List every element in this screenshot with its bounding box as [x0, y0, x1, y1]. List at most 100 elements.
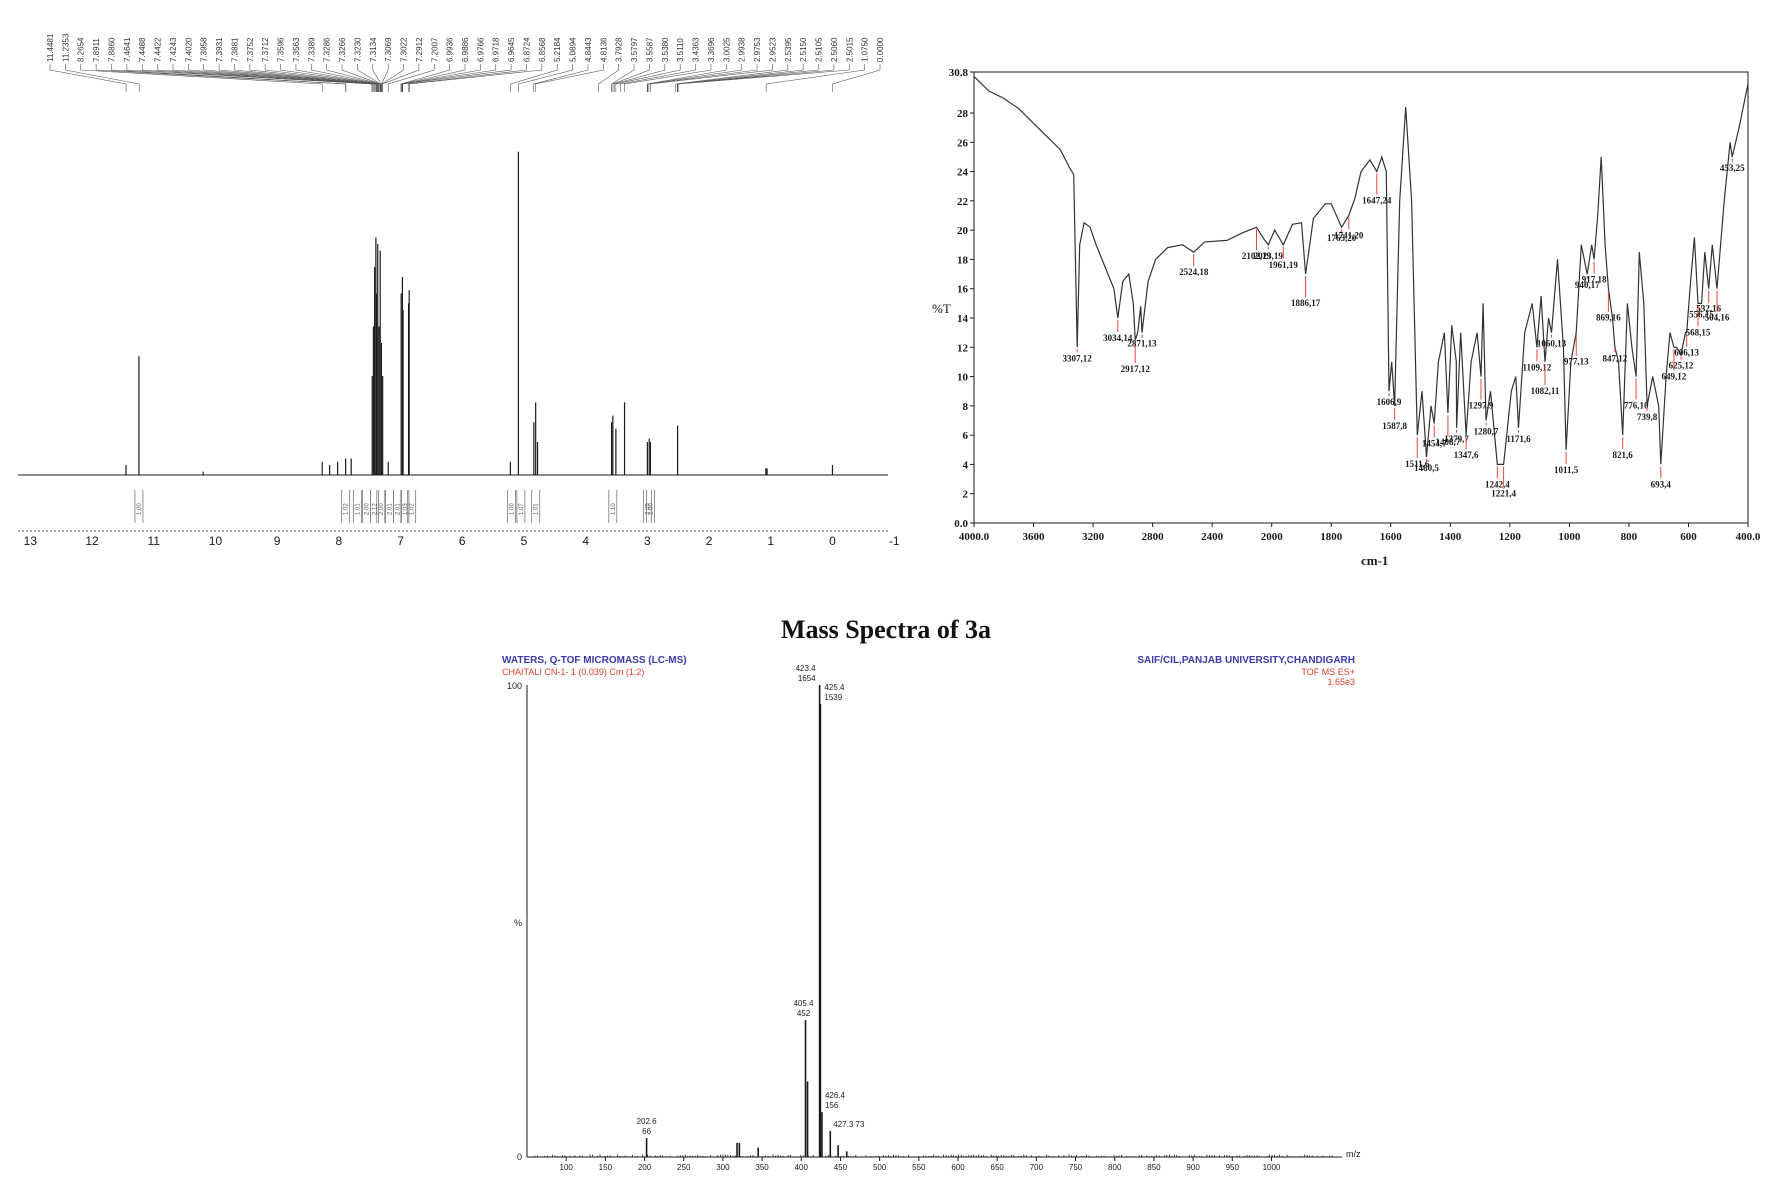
nmr-shift-label: 8.2654 [77, 37, 86, 62]
nmr-shift-label: 6.9645 [507, 37, 516, 62]
ir-y-tick: 0.0 [954, 518, 968, 530]
nmr-shift-label: 2.5105 [815, 37, 824, 62]
nmr-shift-label: 7.4020 [184, 37, 193, 62]
ms-x-tick: 150 [599, 1163, 613, 1172]
ir-y-tick: 6 [963, 430, 969, 442]
nmr-shift-label: 7.3752 [246, 37, 255, 62]
nmr-shift-label: 7.3563 [292, 37, 301, 62]
ir-y-tick: 20 [957, 225, 969, 237]
nmr-shift-label: 7.3712 [261, 37, 270, 62]
nmr-shift-label: 7.2912 [415, 37, 424, 62]
ms-scale-label: 1.65e3 [1327, 677, 1355, 687]
nmr-integral-bracket [407, 490, 417, 523]
nmr-shift-label: 6.8724 [522, 37, 531, 62]
ir-peak-label: 1606,9 [1377, 397, 1402, 407]
ir-y-tick: 14 [957, 313, 969, 325]
ir-peak-label: 693,4 [1651, 479, 1672, 489]
ir-x-tick: 800 [1621, 531, 1638, 543]
ir-y-tick: 2 [963, 489, 969, 501]
nmr-shift-label: 7.2007 [430, 37, 439, 62]
nmr-shift-label: 7.3286 [323, 37, 332, 62]
nmr-integral-value: 1.01 [355, 503, 361, 515]
ir-peak-label: 1347,6 [1454, 450, 1479, 460]
nmr-shift-connector [677, 64, 850, 92]
ms-peak-count: 66 [642, 1127, 651, 1136]
nmr-shift-connector [765, 64, 865, 92]
nmr-shift-label: 7.3134 [369, 37, 378, 62]
ms-sample-label: CHAITALI CN-1- 1 (0.039) Cm (1:2) [502, 667, 644, 677]
ms-peak-label: 426.4 [825, 1091, 846, 1100]
ir-peak-label: 739,8 [1637, 412, 1658, 422]
ir-peak-label: 453,25 [1720, 163, 1745, 173]
nmr-shift-label: 3.3696 [707, 37, 716, 62]
ir-y-tick: 4 [963, 459, 969, 471]
nmr-shift-label: 7.4422 [154, 37, 163, 62]
ms-peak-count: 156 [825, 1101, 839, 1110]
nmr-integral-bracket [516, 490, 526, 523]
ir-peak-label: 625,12 [1669, 361, 1694, 371]
nmr-shift-connector [188, 64, 377, 92]
nmr-integral-bracket [531, 490, 541, 523]
ir-peak-label: 1060,13 [1537, 339, 1567, 349]
ms-peak-count: 1539 [824, 693, 842, 702]
ir-y-tick: 24 [957, 167, 969, 179]
ir-x-tick: 3200 [1082, 531, 1105, 543]
ms-x-tick: 750 [1069, 1163, 1083, 1172]
ir-peak-label: 3034,14 [1103, 333, 1133, 343]
nmr-integral-bracket [393, 490, 402, 523]
ms-peak-label: 425.4 [824, 683, 845, 692]
ir-y-tick: 28 [957, 108, 969, 120]
nmr-shift-connector [648, 64, 758, 92]
ir-peak-label: 1511,6 [1405, 459, 1430, 469]
ir-peak-label: 1741,20 [1334, 231, 1364, 241]
ir-peak-label: 1221,4 [1491, 488, 1516, 498]
nmr-integral-value: 2.05 [645, 503, 651, 515]
ms-peak-label: 423.4 [796, 664, 817, 673]
nmr-integral-value: 1.03 [403, 503, 409, 515]
ir-peak-label: 649,12 [1661, 371, 1686, 381]
nmr-integral-value: 2.00 [365, 503, 371, 515]
nmr-x-tick: 5 [521, 534, 528, 548]
ir-peak-label: 1242,4 [1485, 479, 1510, 489]
ir-peak-label: 1480,5 [1414, 463, 1439, 473]
nmr-shift-label: 7.3389 [307, 37, 316, 62]
ir-peak-label: 2023,19 [1254, 251, 1284, 261]
nmr-shift-connector [598, 64, 620, 92]
nmr-x-tick: 4 [582, 534, 589, 548]
nmr-shift-connector [382, 64, 420, 92]
nmr-shift-label: 2.9938 [738, 37, 747, 62]
nmr-integral-bracket [642, 490, 652, 523]
nmr-shift-label: 3.5380 [661, 37, 670, 62]
nmr-shift-label: 5.0894 [569, 37, 578, 62]
nmr-shift-label: 3.7928 [615, 37, 624, 62]
nmr-shift-labels: 11.4481 11.2353 8.2654 7.8911 7.8860 7.4641 7.… [46, 33, 885, 92]
nmr-shift-label: 7.3596 [277, 37, 286, 62]
ir-peak-label: 2871,13 [1127, 339, 1157, 349]
nmr-integral-bracket [608, 490, 618, 523]
nmr-integral-value: 2.00 [648, 503, 654, 515]
ms-peak-count: 452 [797, 1009, 811, 1018]
ir-y-tick: 8 [963, 401, 969, 413]
nmr-shift-label: 3.5797 [630, 37, 639, 62]
nmr-shift-connector [612, 64, 650, 92]
mass-spectrum: WATERS, Q-TOF MICROMASS (LC-MS) CHAITALI… [502, 655, 1361, 1172]
nmr-shift-label: 7.8911 [92, 38, 101, 62]
nmr-integral-value: 1.01 [534, 503, 540, 515]
nmr-shift-label: 7.3230 [353, 37, 362, 62]
ir-x-tick: 1400 [1439, 531, 1462, 543]
nmr-shift-connector [535, 64, 604, 92]
nmr-integral-bracket [341, 490, 351, 523]
nmr-shift-connector [611, 64, 635, 92]
ir-y-tick: 22 [957, 196, 969, 208]
ms-x-tick: 950 [1226, 1163, 1240, 1172]
ir-peak-label: 776,10 [1624, 401, 1649, 411]
ms-x-tick: 450 [834, 1163, 848, 1172]
nmr-integral-value: 1.07 [519, 503, 525, 515]
nmr-spectrum: 11.4481 11.2353 8.2654 7.8911 7.8860 7.4641 7.… [18, 33, 900, 548]
ir-peak-label: 1647,24 [1362, 196, 1392, 206]
ms-x-tick: 100 [560, 1163, 574, 1172]
nmr-shift-connector [49, 64, 127, 92]
nmr-shift-label: 7.3069 [384, 37, 393, 62]
ir-x-tick: 1600 [1380, 531, 1403, 543]
nmr-shift-connector [624, 64, 712, 92]
